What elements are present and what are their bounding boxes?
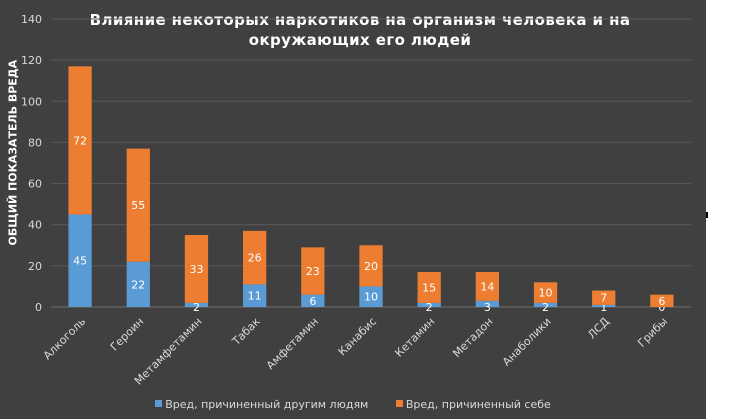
- data-label: 22: [131, 278, 145, 291]
- y-tick-label: 0: [35, 301, 42, 314]
- chart-title-line-2: окружающих его людей: [248, 31, 472, 49]
- x-tick-label: Анаболики: [500, 315, 554, 369]
- legend-item-others: Вред, причиненный другим людям: [155, 398, 368, 411]
- y-tick-label: 140: [21, 13, 42, 26]
- legend-swatch-others: [155, 400, 163, 407]
- bar-segment-others: [359, 286, 383, 307]
- x-tick-label: Кетамин: [392, 315, 437, 360]
- y-tick-label: 80: [28, 136, 42, 149]
- bar-segment-self: [592, 290, 616, 305]
- legend-item-self: Вред, причиненный себе: [395, 398, 551, 411]
- legend-label-others: Вред, причиненный другим людям: [165, 398, 369, 411]
- bar-segment-self: [184, 235, 209, 303]
- chart-title-line-1: Влияние некоторых наркотиков на организм…: [89, 11, 631, 29]
- bar-segment-self: [475, 272, 499, 301]
- bar-segment-others: [417, 302, 441, 307]
- x-tick-label: Героин: [108, 315, 147, 354]
- data-label: 2: [193, 301, 200, 314]
- chart-area: Влияние некоторых наркотиков на организм…: [0, 0, 706, 419]
- data-label: 0: [658, 301, 665, 314]
- data-label: 2: [542, 301, 549, 314]
- bar-segment-self: [243, 230, 267, 285]
- bar-segment-others: [475, 300, 499, 307]
- bar-segment-others: [68, 214, 92, 307]
- bar-segment-self: [68, 66, 92, 215]
- bar-segment-self: [359, 245, 383, 287]
- data-label: 2: [426, 301, 433, 314]
- bar-segment-others: [184, 302, 209, 307]
- chart-plot: 0204060801001201404572Алкоголь2255Героин…: [21, 13, 691, 388]
- x-tick-label: Канабис: [336, 315, 379, 358]
- y-tick-label: 60: [28, 178, 42, 191]
- x-tick-label: Грибы: [635, 315, 670, 350]
- data-label: 1: [600, 301, 607, 314]
- data-label: 55: [131, 199, 145, 212]
- x-tick-label: Табак: [229, 315, 263, 349]
- y-tick-label: 20: [28, 260, 42, 273]
- bar-segment-others: [126, 261, 150, 307]
- data-label: 7: [600, 292, 607, 305]
- bar-segment-self: [301, 247, 325, 295]
- bar-segment-others: [301, 294, 325, 307]
- y-tick-label: 120: [21, 54, 42, 67]
- x-tick-label: Алкоголь: [41, 315, 88, 362]
- bar-segment-others: [592, 304, 616, 307]
- data-label: 26: [248, 252, 262, 265]
- x-tick-label: Метадон: [450, 315, 495, 360]
- y-tick-label: 40: [28, 219, 42, 232]
- resize-handle[interactable]: [706, 212, 708, 218]
- bar-segment-others: [243, 284, 267, 307]
- legend-label-self: Вред, причиненный себе: [405, 398, 551, 411]
- data-label: 72: [73, 134, 87, 147]
- data-label: 6: [658, 295, 665, 308]
- data-label: 10: [364, 291, 378, 304]
- data-label: 3: [484, 301, 491, 314]
- bar-segment-self: [650, 294, 674, 307]
- data-label: 23: [306, 265, 320, 278]
- y-tick-label: 100: [21, 95, 42, 108]
- data-label: 20: [364, 260, 378, 273]
- legend-swatch-self: [395, 400, 403, 407]
- bar-segment-self: [417, 272, 441, 303]
- data-label: 11: [248, 290, 262, 303]
- x-tick-label: ЛСД: [585, 315, 612, 342]
- data-label: 14: [480, 280, 494, 293]
- x-tick-label: Амфетамин: [264, 315, 321, 372]
- bar-segment-self: [126, 148, 150, 262]
- legend: Вред, причиненный другим людям Вред, при…: [0, 398, 706, 411]
- data-label: 33: [189, 263, 203, 276]
- data-label: 6: [309, 295, 316, 308]
- bar-segment-others: [533, 302, 558, 307]
- data-label: 45: [73, 255, 87, 268]
- data-label: 10: [539, 287, 553, 300]
- bar-segment-self: [533, 282, 558, 303]
- data-label: 15: [422, 281, 436, 294]
